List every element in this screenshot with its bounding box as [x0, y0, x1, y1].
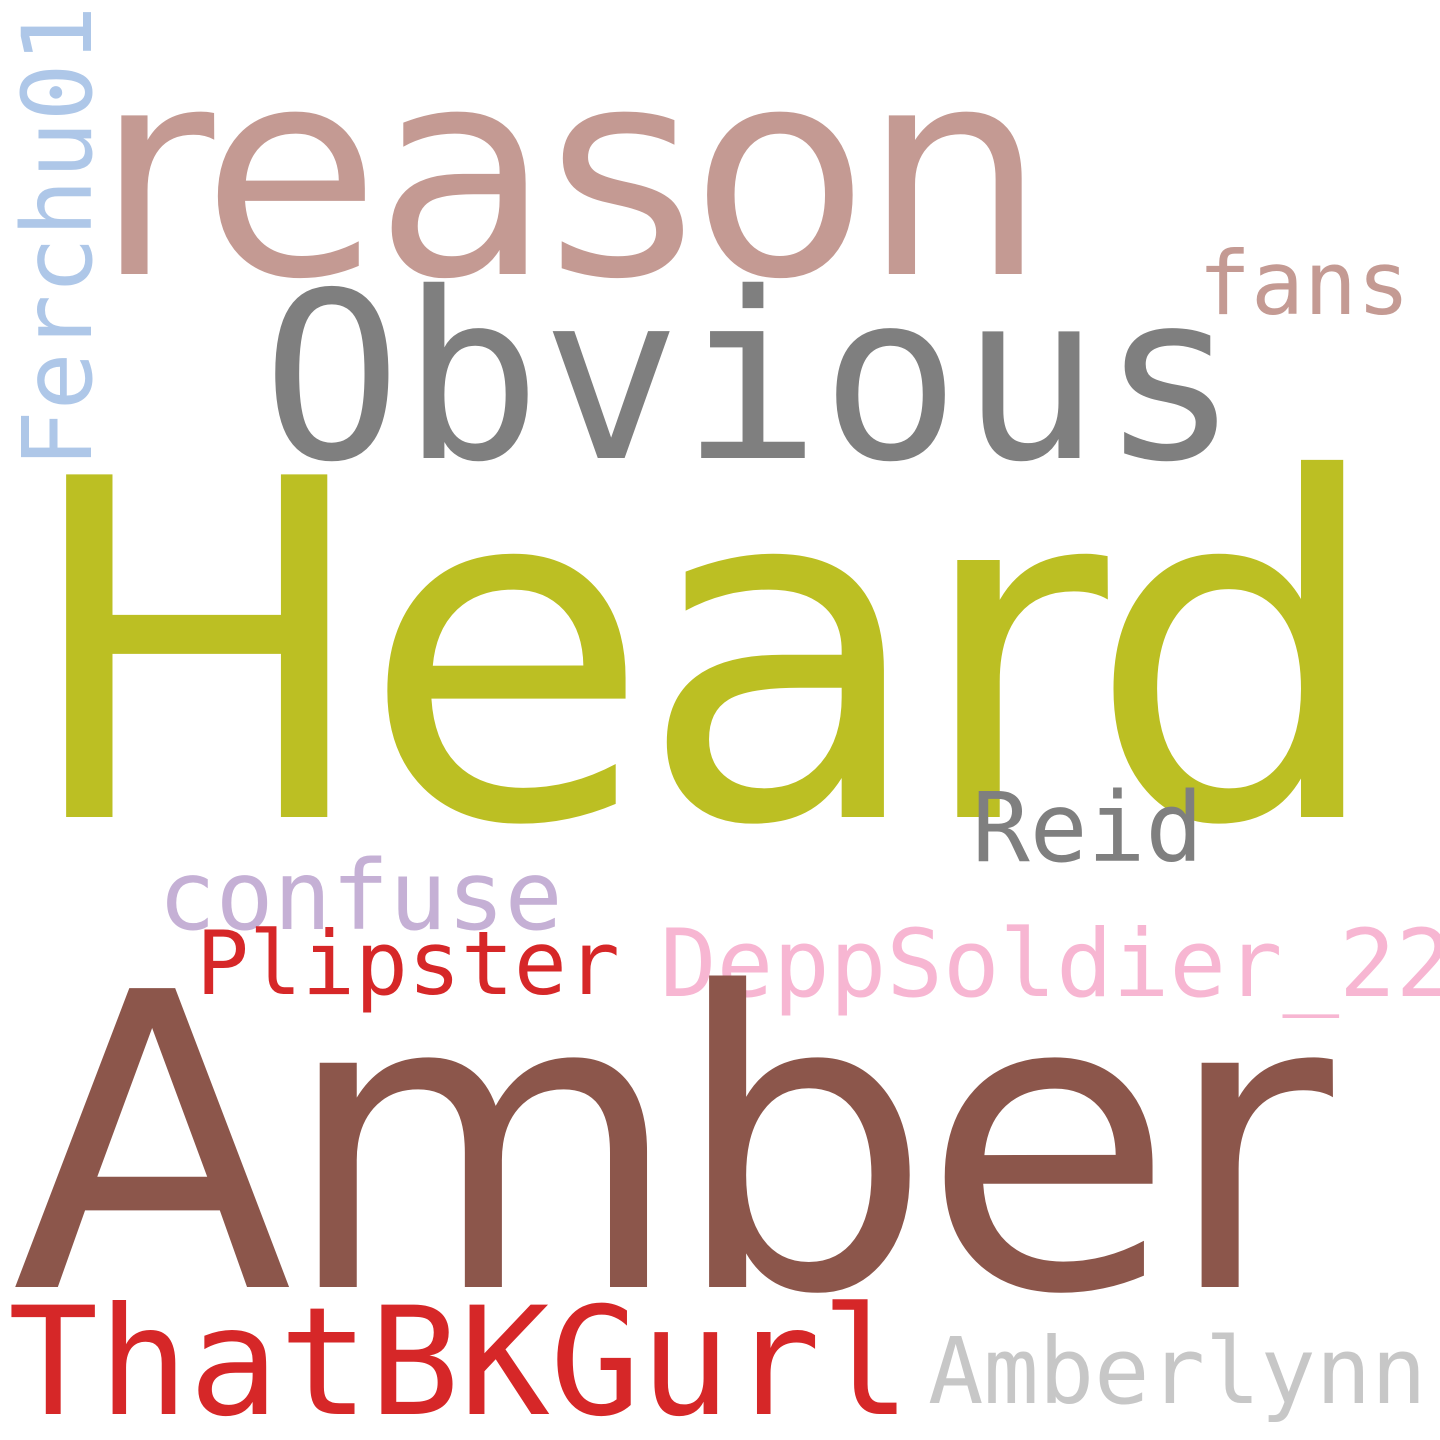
word-thatbkgurl: ThatBKGurl: [8, 1276, 912, 1440]
word-ferchu01: Ferchu01: [2, 5, 114, 468]
word-deppsoldier-22: DeppSoldier_22: [660, 910, 1440, 1019]
word-plipster: Plipster: [196, 912, 620, 1015]
word-heard: Heard: [20, 381, 1386, 928]
word-amber: Amber: [12, 906, 1333, 1384]
word-amberlynn: Amberlynn: [928, 1318, 1427, 1425]
word-reason: reason: [95, 6, 1046, 343]
word-reid: Reid: [972, 772, 1204, 884]
word-obvious: Obvious: [262, 243, 1240, 513]
word-fans: fans: [1198, 232, 1410, 335]
word-confuse: confuse: [158, 840, 563, 952]
